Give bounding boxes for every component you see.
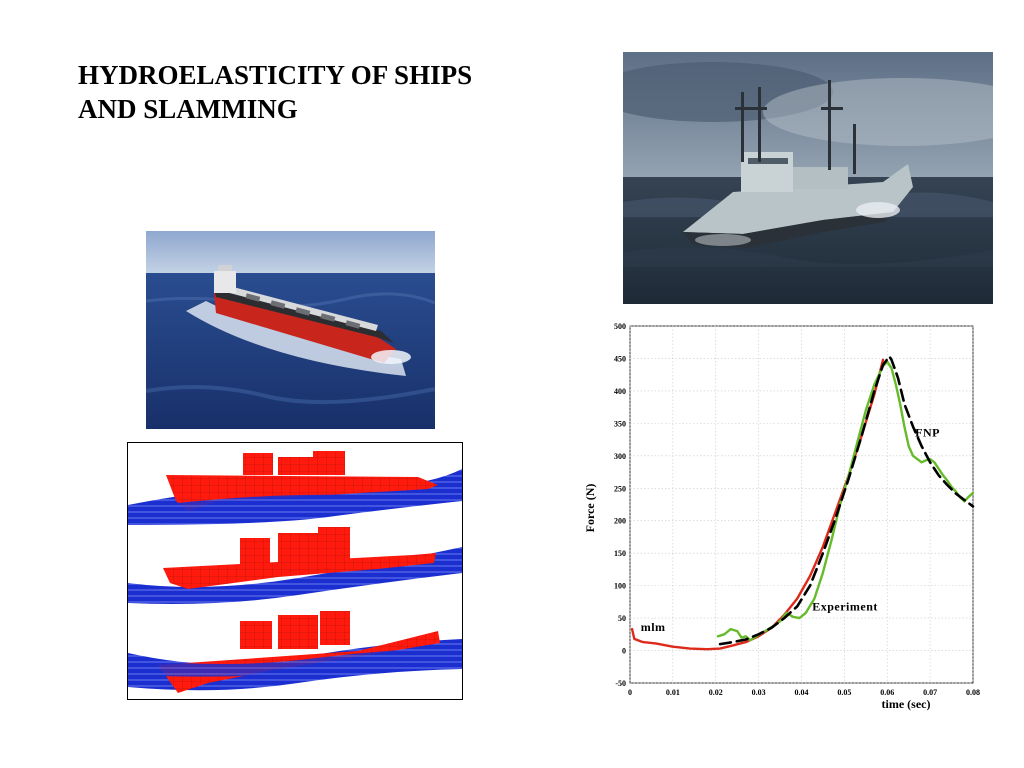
y-tick-label: 200 [614, 517, 626, 526]
y-tick-label: 400 [614, 387, 626, 396]
x-tick-label: 0.08 [966, 688, 980, 697]
hull-frame-3 [128, 611, 462, 693]
slide-title-line-1: HYDROELASTICITY OF SHIPS [78, 60, 473, 90]
slide-title: HYDROELASTICITY OF SHIPS AND SLAMMING [78, 58, 598, 126]
x-tick-label: 0.01 [666, 688, 680, 697]
force-time-chart: -50 0 50 100 150 200 250 300 350 400 450 500 0 0.01 0… [572, 318, 982, 716]
x-tick-label: 0.06 [880, 688, 894, 697]
y-axis-title: Force (N) [583, 484, 597, 533]
x-tick-label: 0.05 [837, 688, 851, 697]
ship-in-rough-sea-photo [623, 52, 993, 304]
x-tick-label: 0.07 [923, 688, 937, 697]
annotation-mlm: mlm [641, 620, 666, 634]
y-tick-label: 450 [614, 354, 626, 363]
hull-frame-1 [128, 451, 462, 525]
annotation-fnp: FNP [915, 425, 940, 439]
y-tick-label: 350 [614, 419, 626, 428]
x-tick-label: 0 [628, 688, 632, 697]
x-axis-title: time (sec) [882, 697, 931, 711]
slide-title-line-2: AND SLAMMING [78, 94, 298, 124]
y-tick-label: 300 [614, 452, 626, 461]
y-tick-label: 100 [614, 582, 626, 591]
x-tick-label: 0.02 [709, 688, 723, 697]
y-tick-label: 0 [622, 647, 626, 656]
y-tick-label: 150 [614, 549, 626, 558]
x-tick-label: 0.03 [752, 688, 766, 697]
ship-hull-in-waves-render [127, 442, 463, 700]
series-line-fnp [718, 355, 975, 646]
x-tick-label: 0.04 [795, 688, 809, 697]
y-tick-label: 500 [614, 322, 626, 331]
bulk-carrier-at-sea-photo [146, 231, 435, 429]
annotation-experiment: Experiment [812, 599, 878, 613]
y-tick-label: -50 [615, 679, 626, 688]
y-tick-label: 50 [618, 614, 626, 623]
hull-frame-2 [128, 527, 462, 604]
y-tick-label: 250 [614, 484, 626, 493]
